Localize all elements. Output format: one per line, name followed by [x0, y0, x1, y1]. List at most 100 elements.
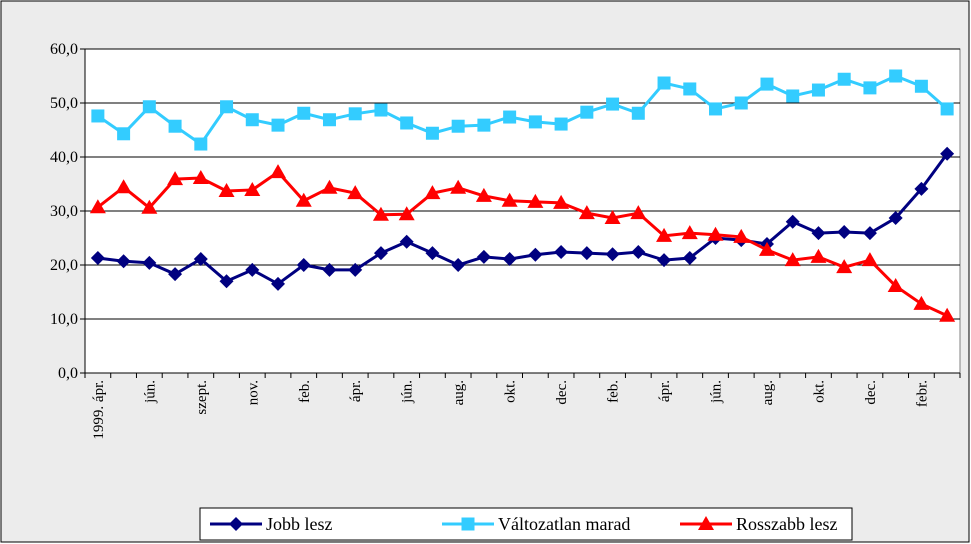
marker [229, 517, 243, 531]
y-tick-label: 50,0 [50, 95, 78, 112]
marker [218, 183, 235, 198]
marker [862, 226, 877, 241]
marker [698, 516, 714, 530]
marker [245, 262, 260, 277]
x-tick-label: febr. [914, 380, 930, 407]
x-tick-label: nov. [245, 380, 261, 405]
marker [889, 69, 903, 83]
marker [142, 100, 156, 114]
x-tick-label: dec. [863, 380, 879, 405]
marker [785, 214, 800, 229]
marker [90, 250, 105, 265]
marker [271, 118, 285, 132]
marker [194, 137, 208, 151]
x-tick-label: ápr. [657, 380, 673, 402]
marker [784, 252, 801, 267]
marker [348, 107, 362, 121]
marker [810, 248, 827, 263]
marker [425, 246, 440, 261]
marker [321, 179, 338, 194]
marker [168, 119, 182, 133]
x-tick-label: ápr. [348, 380, 364, 402]
marker [167, 171, 184, 186]
marker [424, 185, 441, 200]
marker [373, 246, 388, 261]
marker [477, 118, 491, 132]
x-tick-label: szept. [194, 380, 210, 415]
marker [271, 276, 286, 291]
marker [527, 193, 544, 208]
marker [940, 146, 955, 161]
marker [461, 517, 475, 531]
marker [837, 72, 851, 86]
marker [502, 252, 517, 267]
marker [836, 259, 853, 274]
marker [861, 252, 878, 267]
marker [347, 185, 364, 200]
x-tick-label: aug. [451, 380, 467, 405]
x-tick-label: feb. [606, 380, 622, 403]
y-tick-label: 40,0 [50, 149, 78, 166]
y-tick-label: 10,0 [50, 311, 78, 328]
marker [939, 307, 956, 322]
marker [758, 241, 775, 256]
marker [734, 96, 748, 110]
x-tick-label: jún. [709, 380, 725, 404]
marker [760, 77, 774, 91]
marker [91, 109, 105, 123]
marker [450, 179, 467, 194]
marker [631, 245, 646, 260]
marker [451, 258, 466, 272]
marker [681, 225, 698, 240]
marker [863, 81, 877, 95]
x-tick-label: jún. [400, 380, 416, 404]
legend-label: Rosszabb lesz [736, 514, 837, 534]
marker [372, 206, 389, 221]
series-line [97, 74, 949, 147]
y-tick-label: 20,0 [50, 257, 78, 274]
marker [631, 106, 645, 120]
legend-label: Jobb lesz [266, 514, 333, 534]
marker [580, 105, 594, 119]
marker [115, 179, 132, 194]
marker [606, 97, 620, 111]
marker [142, 255, 157, 270]
marker [89, 199, 106, 214]
marker [193, 252, 208, 267]
marker [682, 250, 697, 265]
marker [657, 76, 671, 90]
marker [553, 194, 570, 209]
marker [887, 278, 904, 293]
legend-box [199, 507, 853, 541]
marker [683, 82, 697, 96]
marker [733, 228, 750, 243]
marker [630, 205, 647, 220]
marker [888, 211, 903, 226]
marker [657, 253, 672, 268]
marker [709, 102, 723, 116]
marker [579, 246, 594, 261]
marker [554, 117, 568, 131]
marker [811, 83, 825, 97]
marker [604, 210, 621, 225]
x-tick-label: okt. [811, 380, 827, 403]
legend-label: Változatlan marad [498, 514, 630, 534]
marker [837, 225, 852, 240]
marker [322, 113, 336, 127]
marker [141, 199, 158, 214]
marker [786, 89, 800, 103]
marker [219, 274, 234, 289]
marker [192, 170, 209, 185]
marker [578, 205, 595, 220]
marker [400, 116, 414, 130]
marker [245, 113, 259, 127]
marker [554, 245, 569, 260]
y-tick-label: 30,0 [50, 203, 78, 220]
marker [605, 247, 620, 262]
marker [296, 258, 311, 272]
marker [811, 226, 826, 241]
marker [707, 226, 724, 241]
legend: Jobb lesz Változatlan marad Rosszabb lesz [199, 507, 853, 541]
x-tick-label: feb. [297, 380, 313, 403]
